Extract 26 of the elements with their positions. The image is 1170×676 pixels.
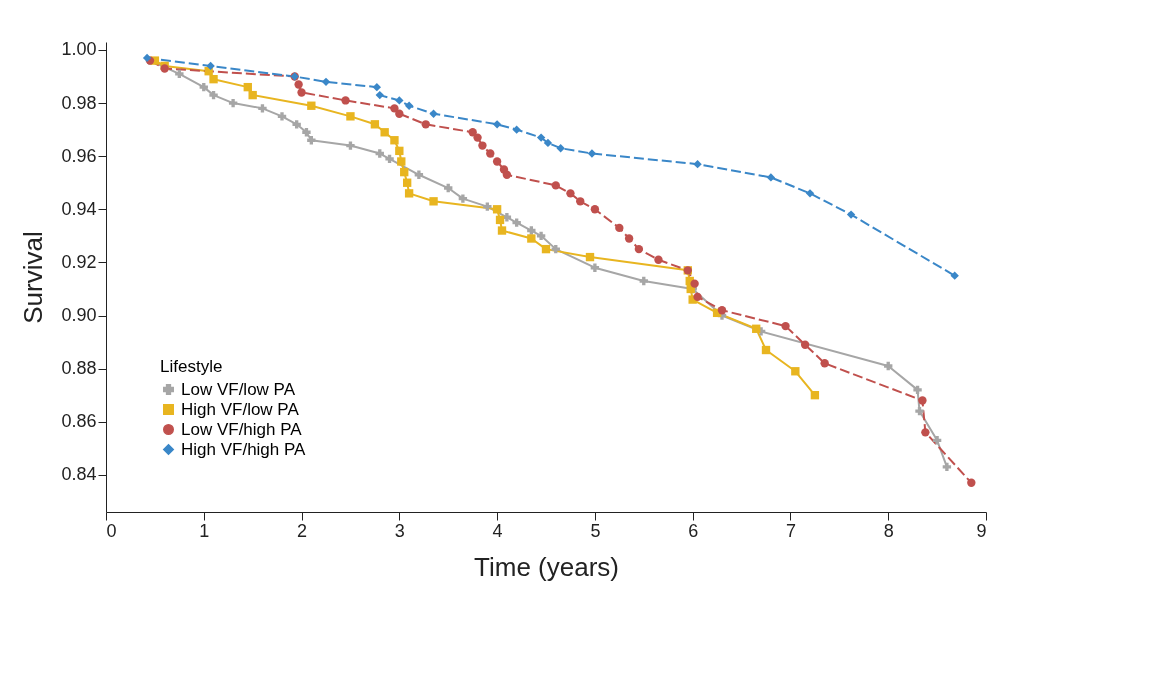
y-tick-label: 0.90: [61, 305, 97, 325]
legend-label: Low VF/high PA: [181, 419, 303, 439]
y-tick-label: 0.96: [61, 145, 97, 166]
y-tick-label: 0.92: [61, 251, 97, 272]
y-tick-label: 1.00: [61, 39, 97, 60]
y-tick-label: 0.94: [61, 198, 97, 219]
x-axis-title: Time (years): [474, 551, 619, 582]
x-tick-label: 0: [106, 520, 117, 541]
x-tick-label: 4: [492, 520, 503, 541]
x-tick-label: 5: [590, 520, 601, 541]
x-tick-label: 2: [297, 520, 308, 541]
legend-label: High VF/high PA: [181, 439, 307, 459]
x-tick-label: 1: [199, 520, 210, 541]
y-tick-label: 0.98: [61, 92, 97, 113]
legend-label: Low VF/low PA: [181, 379, 296, 399]
y-tick-label: 0.86: [61, 411, 97, 432]
y-tick-label: 0.84: [61, 464, 97, 485]
x-tick-label: 3: [394, 520, 405, 541]
y-tick-label: 0.88: [61, 358, 97, 379]
x-tick-label: 6: [688, 520, 699, 541]
legend-label: High VF/low PA: [181, 399, 300, 419]
x-tick-label: 9: [976, 520, 987, 541]
legend-title: Lifestyle: [160, 357, 223, 376]
x-tick-label: 8: [883, 520, 894, 541]
y-axis-title: Survival: [18, 231, 49, 324]
x-tick-label: 7: [785, 520, 796, 541]
